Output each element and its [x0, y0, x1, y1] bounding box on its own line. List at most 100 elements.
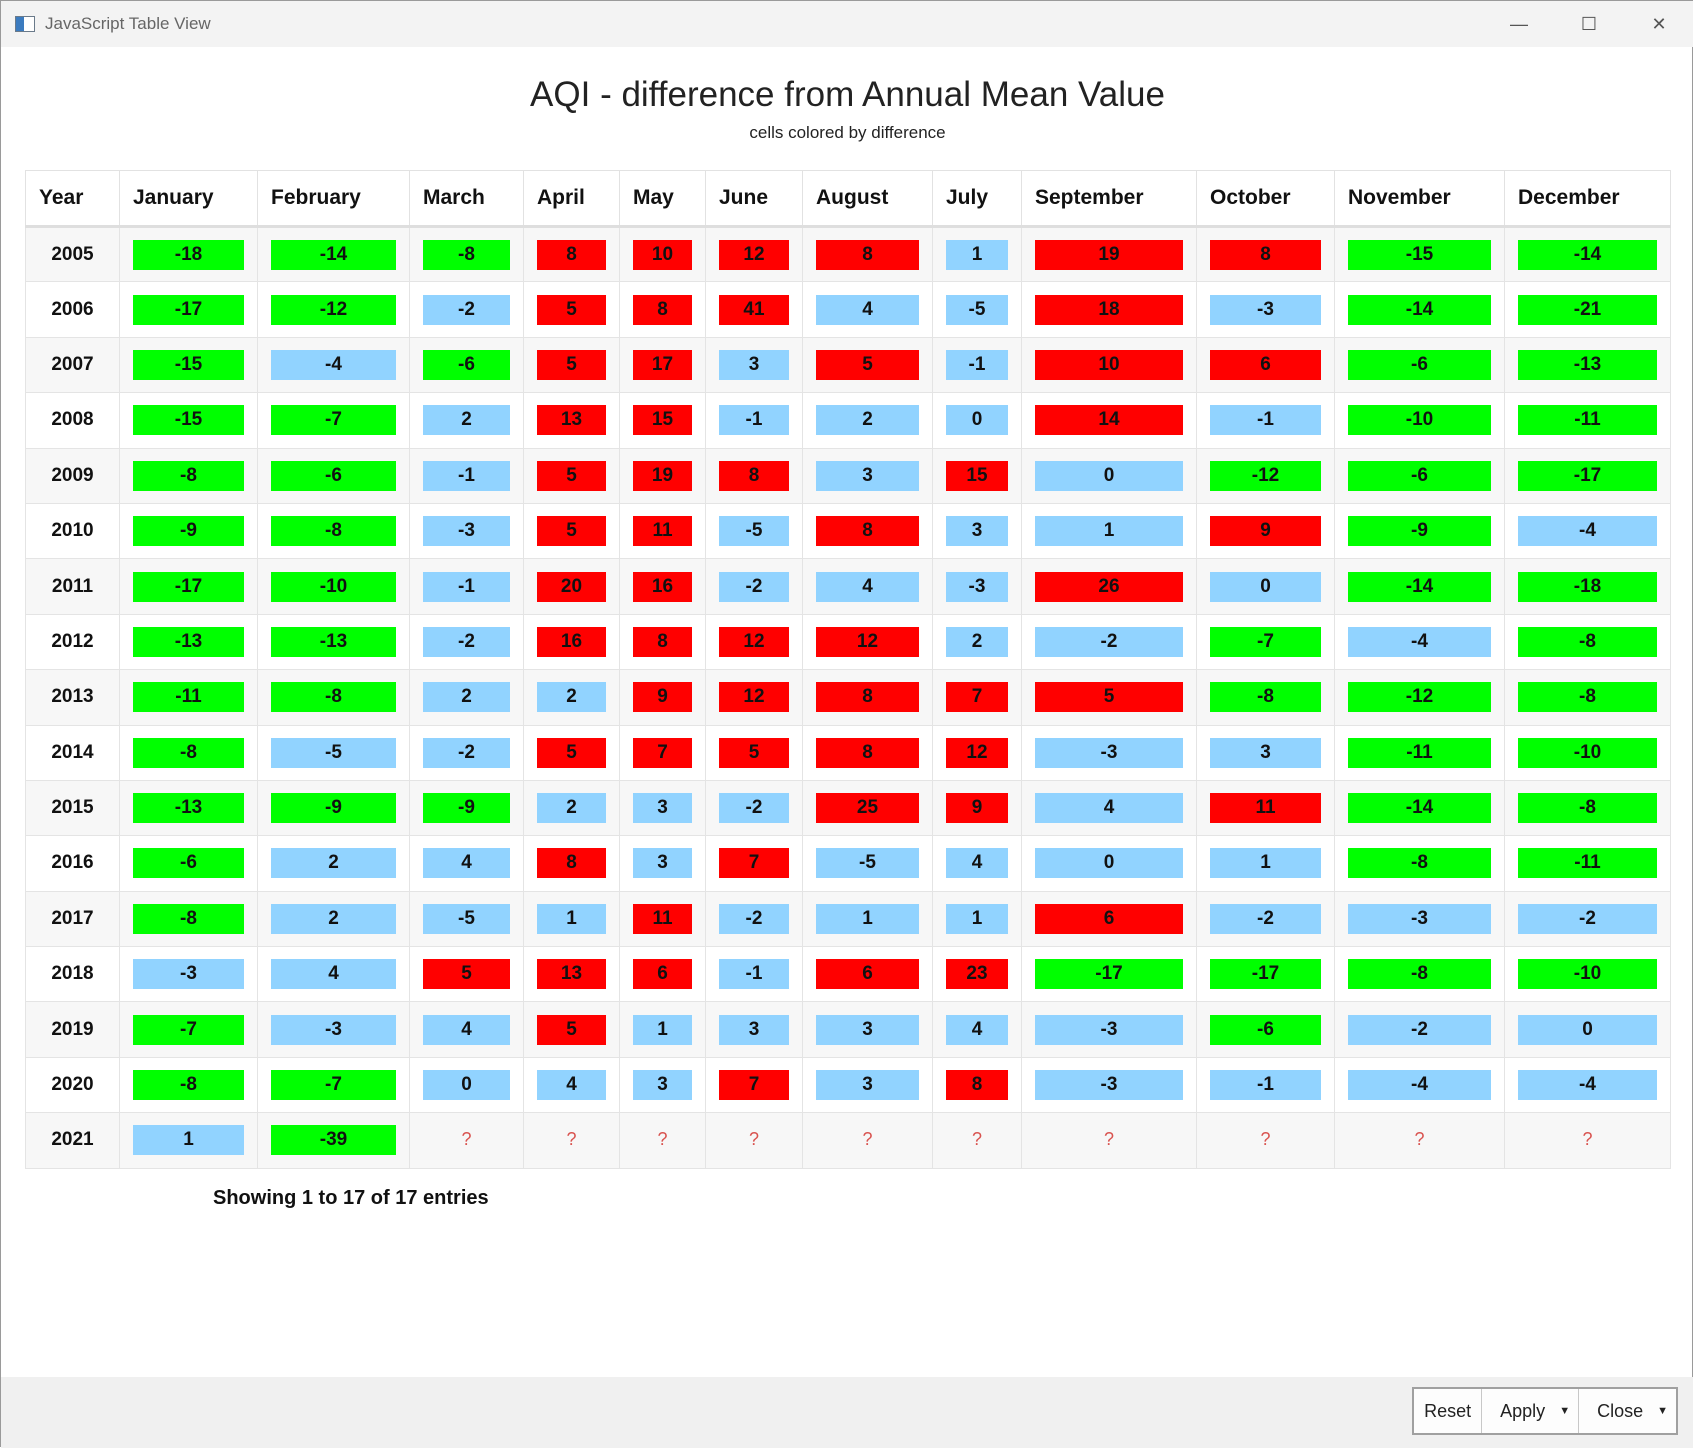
difference-badge: 5: [537, 460, 606, 491]
value-cell: -3: [1021, 724, 1197, 781]
minimize-button[interactable]: —: [1510, 13, 1528, 34]
value-cell: 11: [619, 502, 706, 560]
difference-badge: 17: [633, 349, 692, 380]
value-cell: 8: [523, 835, 620, 892]
column-header-april[interactable]: April: [523, 170, 620, 228]
difference-badge: -8: [1348, 848, 1491, 879]
column-header-february[interactable]: February: [257, 170, 410, 228]
value-cell: -14: [1504, 225, 1671, 283]
value-cell: 1: [619, 1001, 706, 1058]
difference-badge: -6: [1348, 460, 1491, 491]
value-cell: -17: [119, 558, 258, 615]
value-cell: -4: [257, 336, 410, 394]
year-cell: 2018: [25, 946, 120, 1003]
column-header-year[interactable]: Year: [25, 170, 120, 228]
table-row: 2016 -6 2 4 8 3 7 -5 4 0 1 -8 -11: [25, 835, 1671, 892]
value-cell: -2: [1504, 890, 1671, 948]
column-header-june[interactable]: June: [705, 170, 803, 228]
difference-badge: 6: [1035, 903, 1183, 934]
year-cell: 2014: [25, 724, 120, 781]
value-cell: ?: [1504, 1112, 1671, 1169]
column-header-january[interactable]: January: [119, 170, 258, 228]
value-cell: 25: [802, 779, 933, 837]
column-header-december[interactable]: December: [1504, 170, 1671, 228]
value-cell: 3: [802, 1056, 933, 1114]
column-header-may[interactable]: May: [619, 170, 706, 228]
year-cell: 2017: [25, 890, 120, 948]
difference-badge: -3: [423, 516, 510, 547]
value-cell: -9: [119, 502, 258, 560]
column-header-september[interactable]: September: [1021, 170, 1197, 228]
difference-badge: 2: [271, 848, 396, 879]
difference-badge: 3: [633, 1070, 692, 1101]
column-header-october[interactable]: October: [1196, 170, 1335, 228]
value-cell: 19: [619, 447, 706, 504]
difference-badge: 8: [816, 239, 919, 270]
difference-badge: 41: [719, 294, 789, 325]
value-cell: -10: [1504, 724, 1671, 781]
year-cell: 2006: [25, 281, 120, 338]
value-cell: ?: [802, 1112, 933, 1169]
year-cell: 2013: [25, 669, 120, 726]
difference-badge: 3: [633, 793, 692, 824]
value-cell: -18: [119, 225, 258, 283]
difference-badge: -13: [133, 793, 244, 824]
year-cell: 2020: [25, 1056, 120, 1114]
value-cell: 7: [705, 835, 803, 892]
value-cell: 3: [705, 336, 803, 394]
value-cell: 0: [1021, 835, 1197, 892]
apply-label: Apply: [1500, 1400, 1546, 1421]
difference-badge: 10: [633, 239, 692, 270]
difference-badge: -8: [1518, 626, 1657, 657]
difference-badge: -2: [423, 737, 510, 768]
value-cell: -12: [257, 281, 410, 338]
difference-badge: -5: [719, 516, 789, 547]
bottom-bar: Reset Apply ▼ Close ▼: [1, 1377, 1693, 1448]
column-header-november[interactable]: November: [1334, 170, 1505, 228]
difference-badge: -6: [271, 460, 396, 491]
difference-badge: -2: [719, 793, 789, 824]
value-cell: -14: [257, 225, 410, 283]
difference-badge: -3: [946, 571, 1008, 602]
value-cell: -6: [1334, 447, 1505, 504]
difference-badge: 4: [423, 848, 510, 879]
difference-badge: -6: [133, 848, 244, 879]
maximize-button[interactable]: ☐: [1580, 13, 1598, 34]
value-cell: -2: [409, 613, 524, 671]
difference-badge: -5: [423, 903, 510, 934]
difference-badge: -13: [133, 626, 244, 657]
chevron-down-icon[interactable]: ▼: [1559, 1405, 1571, 1417]
value-cell: -8: [257, 669, 410, 726]
column-header-august[interactable]: August: [802, 170, 933, 228]
value-cell: -8: [1504, 779, 1671, 837]
value-cell: -2: [409, 281, 524, 338]
difference-badge: 4: [946, 1014, 1008, 1045]
app-icon: [15, 16, 35, 32]
value-cell: ?: [409, 1112, 524, 1169]
difference-badge: 2: [816, 405, 919, 436]
difference-badge: 4: [816, 571, 919, 602]
window-title: JavaScript Table View: [45, 14, 211, 33]
value-cell: 23: [932, 946, 1022, 1003]
value-cell: 2: [257, 835, 410, 892]
value-cell: 5: [523, 1001, 620, 1058]
value-cell: -8: [119, 724, 258, 781]
column-header-march[interactable]: March: [409, 170, 524, 228]
close-button[interactable]: Close ▼: [1579, 1389, 1676, 1433]
difference-badge: 3: [1210, 737, 1321, 768]
value-cell: -17: [1504, 447, 1671, 504]
value-cell: -7: [257, 1056, 410, 1114]
value-cell: 4: [932, 1001, 1022, 1058]
value-cell: 2: [523, 669, 620, 726]
apply-button[interactable]: Apply ▼: [1482, 1389, 1580, 1433]
value-cell: -8: [1196, 669, 1335, 726]
close-window-button[interactable]: ✕: [1651, 13, 1667, 34]
value-cell: 3: [802, 1001, 933, 1058]
value-cell: 5: [409, 946, 524, 1003]
difference-badge: 1: [1035, 516, 1183, 547]
value-cell: 3: [1196, 724, 1335, 781]
chevron-down-icon[interactable]: ▼: [1657, 1405, 1668, 1417]
reset-button[interactable]: Reset: [1414, 1389, 1483, 1433]
column-header-july[interactable]: July: [932, 170, 1022, 228]
value-cell: -4: [1504, 502, 1671, 560]
